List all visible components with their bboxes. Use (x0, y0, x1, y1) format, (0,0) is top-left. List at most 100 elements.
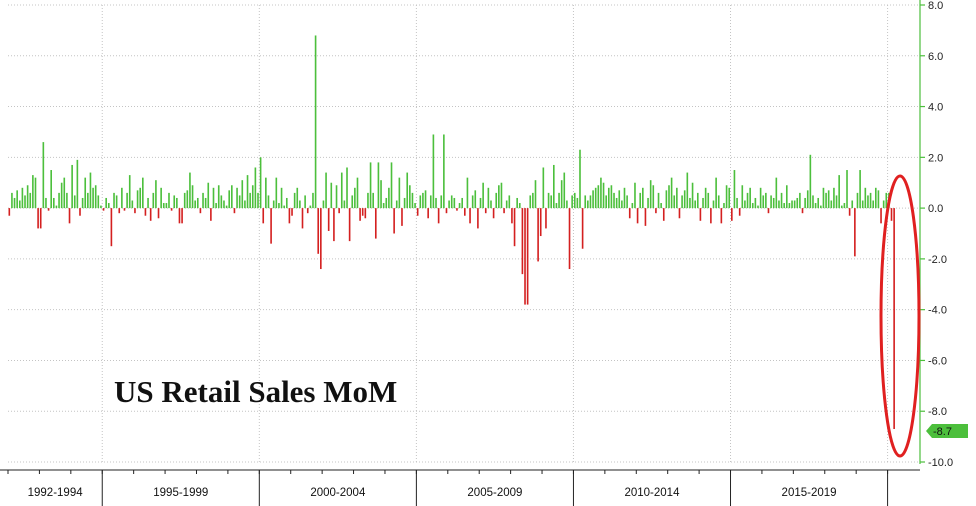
bar-2019-11 (882, 200, 885, 209)
chart-title: US Retail Sales MoM (114, 374, 397, 409)
bar-2002-09 (343, 200, 346, 209)
bar-2018-04 (833, 187, 835, 209)
bar-2004-02 (388, 187, 390, 209)
bar-2014-08 (717, 195, 720, 209)
bar-2018-10 (848, 208, 851, 216)
bar-2016-09 (783, 203, 785, 209)
bar-2002-03 (327, 208, 330, 231)
bar-2016-01 (762, 195, 765, 209)
bar-2006-06 (461, 197, 463, 209)
bar-2017-12 (822, 187, 825, 209)
bar-1994-02 (73, 195, 76, 209)
bar-2006-05 (458, 203, 461, 209)
bar-1992-08 (26, 185, 29, 209)
bar-1992-10 (32, 175, 34, 209)
bar-1995-08 (121, 187, 123, 209)
bar-2012-12 (665, 190, 668, 209)
bar-2002-07 (338, 208, 340, 214)
bar-2004-04 (393, 208, 395, 234)
bar-1998-01 (196, 197, 199, 209)
bar-2001-05 (301, 208, 304, 229)
bar-2012-04 (644, 208, 647, 226)
bar-1995-01 (102, 208, 105, 211)
bar-2018-03 (830, 200, 833, 209)
bar-2017-06 (806, 190, 809, 209)
bar-1997-10 (189, 172, 191, 209)
bar-1997-01 (165, 203, 168, 209)
bar-2012-01 (636, 208, 639, 224)
bar-1994-07 (87, 192, 89, 209)
bar-1997-03 (170, 208, 173, 211)
bar-2016-11 (788, 203, 791, 209)
bar-1996-05 (144, 208, 147, 216)
bar-1996-08 (152, 192, 155, 209)
bar-2014-10 (723, 203, 725, 209)
bar-2018-09 (846, 170, 848, 209)
bar-2011-02 (607, 187, 610, 209)
bar-1997-05 (176, 197, 178, 209)
bar-2015-07 (746, 192, 749, 209)
bar-2007-01 (479, 197, 482, 209)
bar-2013-04 (676, 187, 678, 209)
bar-2013-03 (673, 195, 676, 209)
bar-2003-03 (359, 208, 361, 221)
bar-1999-03 (233, 208, 236, 214)
bar-2018-08 (843, 203, 846, 209)
bar-2005-12 (445, 208, 448, 214)
bar-2020-03 (893, 208, 895, 429)
bar-1993-10 (63, 177, 66, 209)
x-period-label: 2000-2004 (310, 487, 366, 499)
bar-2017-01 (793, 200, 796, 209)
bar-2010-08 (592, 190, 594, 209)
bar-2018-12 (854, 208, 856, 257)
bar-1993-02 (42, 142, 45, 209)
bar-2013-05 (678, 208, 681, 219)
bar-2003-10 (377, 162, 380, 209)
bar-2017-08 (812, 195, 814, 209)
bar-2014-05 (710, 208, 712, 224)
bar-2014-01 (699, 208, 702, 221)
bar-2000-07 (275, 177, 278, 209)
bar-1999-09 (249, 192, 251, 209)
bar-2015-09 (751, 203, 754, 209)
bar-2008-03 (516, 197, 518, 209)
bar-2005-01 (416, 208, 419, 216)
bar-2009-06 (555, 203, 558, 209)
y-tick-label: 0.0 (928, 203, 943, 215)
bar-2018-07 (840, 205, 843, 209)
bar-2008-07 (526, 208, 529, 305)
bar-2009-04 (550, 195, 553, 209)
bar-1997-04 (173, 195, 176, 209)
bar-1995-09 (123, 208, 126, 211)
bar-2010-04 (581, 208, 584, 249)
bar-2019-10 (880, 208, 882, 224)
bar-2011-03 (610, 185, 613, 209)
bar-2007-08 (498, 185, 500, 209)
bar-2019-04 (864, 187, 867, 209)
bar-1993-11 (66, 192, 68, 209)
bar-2002-12 (351, 195, 354, 209)
bar-1993-08 (58, 192, 60, 209)
bar-2007-12 (508, 195, 511, 209)
bar-2001-11 (317, 208, 320, 254)
bar-2003-05 (364, 208, 367, 219)
bar-2017-11 (820, 205, 822, 209)
bar-2019-12 (885, 192, 888, 209)
bar-1993-07 (55, 205, 58, 209)
bar-2013-10 (691, 182, 694, 209)
bar-1996-06 (147, 197, 149, 209)
bar-2010-11 (600, 177, 602, 209)
bar-2001-10 (314, 35, 317, 209)
bar-2012-11 (662, 208, 665, 221)
bar-1996-11 (160, 187, 162, 209)
bar-2011-04 (613, 192, 615, 209)
y-tick-label: -2.0 (928, 254, 947, 266)
bar-2006-08 (466, 177, 469, 209)
bar-2002-11 (348, 208, 351, 242)
bar-2007-03 (484, 208, 487, 214)
bar-2003-06 (367, 192, 369, 209)
bar-2019-05 (867, 195, 869, 209)
bar-2000-08 (278, 203, 280, 209)
bar-2016-12 (791, 200, 793, 209)
bar-2004-05 (395, 200, 398, 209)
